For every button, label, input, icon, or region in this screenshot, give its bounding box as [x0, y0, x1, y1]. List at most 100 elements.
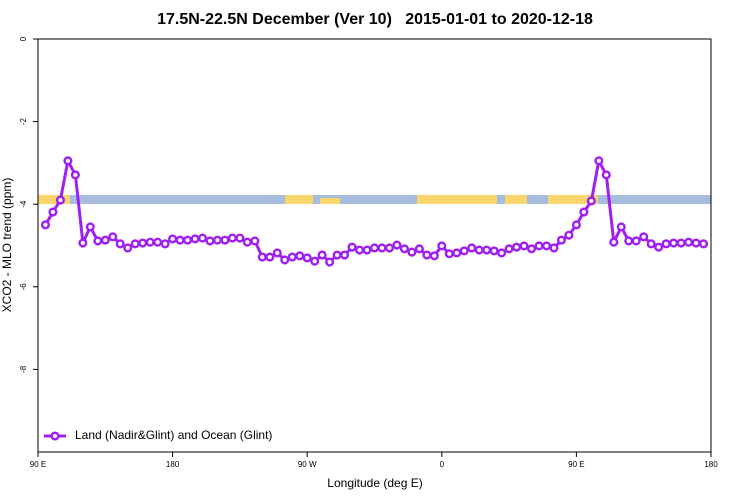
point — [40, 220, 51, 230]
point — [526, 244, 537, 254]
point — [325, 257, 335, 267]
x-tick-label: 180 — [704, 460, 718, 469]
point — [519, 241, 529, 251]
point — [78, 238, 88, 248]
point — [571, 220, 581, 230]
x-tick-label: 180 — [166, 460, 180, 469]
x-tick-label: 0 — [440, 460, 445, 469]
y-axis-label: XCO2 - MLO trend (ppm) — [0, 178, 14, 313]
point — [497, 248, 507, 258]
point — [138, 238, 148, 248]
point — [414, 244, 424, 254]
point — [624, 236, 634, 246]
point — [594, 156, 604, 166]
point — [631, 236, 641, 246]
point — [377, 243, 387, 253]
point — [384, 243, 395, 253]
point — [474, 245, 484, 255]
point — [534, 241, 544, 251]
point — [609, 237, 619, 247]
point — [661, 239, 671, 249]
point — [347, 242, 357, 252]
point — [669, 238, 679, 248]
point — [616, 222, 626, 232]
point — [205, 236, 215, 246]
point — [429, 251, 439, 261]
legend-label: Land (Nadir&Glint) and Ocean (Glint) — [75, 428, 272, 442]
point — [227, 233, 237, 243]
point — [654, 242, 664, 252]
point — [444, 249, 454, 259]
x-tick-label: 90 E — [568, 460, 584, 469]
point — [556, 235, 566, 245]
point — [153, 237, 163, 247]
point — [48, 207, 58, 217]
point — [549, 243, 559, 253]
point — [130, 239, 140, 249]
point — [512, 242, 522, 252]
point — [354, 245, 365, 255]
point — [504, 244, 514, 254]
point — [489, 246, 499, 256]
point — [676, 238, 686, 248]
point — [317, 250, 327, 260]
point — [235, 233, 245, 243]
point — [272, 248, 282, 258]
point — [55, 195, 65, 205]
legend-marker — [50, 431, 60, 441]
point — [482, 245, 492, 255]
point — [212, 235, 223, 245]
point — [639, 232, 649, 242]
point — [407, 247, 417, 257]
point — [302, 253, 312, 263]
point — [115, 239, 125, 249]
point — [145, 237, 155, 247]
point — [579, 207, 589, 217]
point — [257, 252, 267, 262]
point — [93, 236, 103, 246]
point — [197, 233, 208, 243]
point — [287, 252, 297, 262]
point — [70, 170, 80, 180]
surface-mask — [38, 195, 711, 204]
point — [190, 234, 200, 244]
point — [280, 255, 290, 265]
plot-frame — [37, 38, 712, 453]
point — [437, 241, 447, 251]
point — [369, 243, 380, 253]
y-tick-label: -2 — [19, 117, 28, 125]
point — [698, 239, 709, 249]
point — [399, 244, 409, 254]
point — [108, 232, 118, 242]
point — [564, 230, 574, 240]
chart-title: 17.5N-22.5N December (Ver 10) 2015-01-01… — [157, 11, 593, 28]
point — [85, 222, 95, 232]
point — [63, 156, 73, 166]
point — [242, 237, 252, 247]
point — [691, 238, 701, 248]
point — [123, 243, 133, 253]
point — [220, 235, 230, 245]
point — [310, 256, 320, 266]
point — [265, 252, 275, 262]
point — [452, 248, 462, 258]
point — [392, 240, 402, 250]
point — [362, 245, 372, 255]
y-tick-label: -4 — [19, 200, 28, 208]
point — [340, 250, 350, 260]
point — [183, 235, 193, 245]
point — [586, 196, 596, 206]
x-axis-label: Longitude (deg E) — [327, 476, 422, 490]
point — [295, 251, 305, 261]
point — [100, 235, 110, 245]
point — [160, 239, 170, 249]
x-tick-label: 90 W — [298, 460, 317, 469]
x-tick-label: 90 E — [30, 460, 46, 469]
point — [467, 243, 477, 253]
y-tick-label: 0 — [19, 36, 28, 41]
point — [646, 239, 656, 249]
y-tick-label: -6 — [19, 283, 28, 291]
point — [332, 250, 342, 260]
